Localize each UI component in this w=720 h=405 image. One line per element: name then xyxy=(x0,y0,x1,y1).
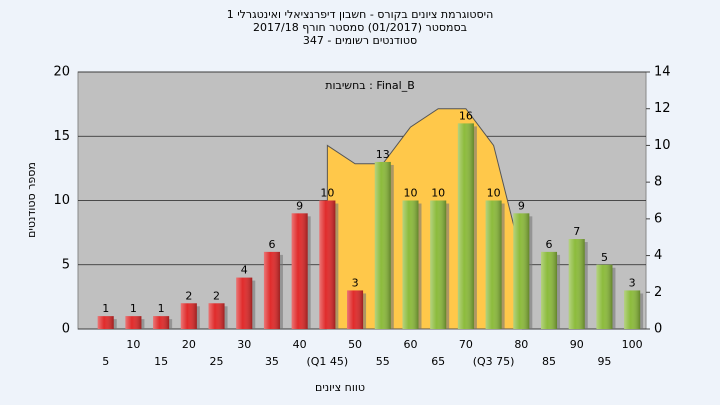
data-label: 1 xyxy=(130,302,137,315)
data-label: 6 xyxy=(546,238,553,251)
data-label: 5 xyxy=(601,251,608,264)
data-label: 10 xyxy=(487,187,501,200)
y2-tick-label: 2 xyxy=(654,285,662,300)
y2-tick-label: 10 xyxy=(654,138,671,153)
x-tick-label: 40 xyxy=(293,338,307,351)
x-tick-label: (Q3 75) xyxy=(473,355,515,368)
x-tick-label: 100 xyxy=(622,338,643,351)
data-label: 9 xyxy=(296,199,303,212)
y2-tick-label: 0 xyxy=(654,322,662,337)
x-tick-label: 20 xyxy=(182,338,196,351)
bar-shading xyxy=(568,239,585,329)
y2-tick-label: 12 xyxy=(654,101,671,116)
data-label: 6 xyxy=(268,238,275,251)
x-tick-label: 60 xyxy=(403,338,417,351)
bar-shading xyxy=(513,213,530,329)
data-label: 3 xyxy=(629,276,636,289)
data-label: 2 xyxy=(213,289,220,302)
bar-shading xyxy=(180,303,197,329)
data-label: 10 xyxy=(320,187,334,200)
y2-tick-label: 6 xyxy=(654,211,662,226)
x-tick-label: 25 xyxy=(210,355,224,368)
x-axis-label: טווח ציונים xyxy=(315,381,365,394)
data-label: 1 xyxy=(102,302,109,315)
bar-shading xyxy=(374,161,391,329)
y2-tick-label: 14 xyxy=(654,65,671,80)
y-tick-label: 20 xyxy=(53,65,70,80)
x-tick-label: 5 xyxy=(102,355,109,368)
y-tick-label: 0 xyxy=(62,322,70,337)
bar-shading xyxy=(541,251,558,329)
chart-subtitle: בסמסטר (01/2017) סמסטר חורף 2017/18 xyxy=(253,21,467,34)
bar-shading xyxy=(347,290,364,329)
annotation: בחשיבות : Final_B xyxy=(325,79,415,92)
x-tick-label: 95 xyxy=(597,355,611,368)
x-tick-label: 85 xyxy=(542,355,556,368)
bar-shading xyxy=(485,200,502,329)
x-tick-label: 15 xyxy=(154,355,168,368)
x-tick-label: (Q1 45) xyxy=(306,355,348,368)
y-tick-label: 10 xyxy=(53,193,70,208)
data-label: 16 xyxy=(459,109,473,122)
x-tick-label: 55 xyxy=(376,355,390,368)
data-label: 10 xyxy=(431,187,445,200)
y2-tick-label: 8 xyxy=(654,175,662,190)
x-tick-label: 35 xyxy=(265,355,279,368)
bar-shading xyxy=(263,251,280,329)
bar-shading xyxy=(125,316,142,329)
x-tick-label: 65 xyxy=(431,355,445,368)
bar-shading xyxy=(319,200,336,329)
y-tick-label: 5 xyxy=(62,257,70,272)
chart-title: היסטוגרמת ציונים בקורס - חשבון דיפרנציאל… xyxy=(227,8,494,21)
bar-shading xyxy=(457,123,474,330)
data-label: 3 xyxy=(352,276,359,289)
bar-shading xyxy=(624,290,641,329)
x-tick-label: 10 xyxy=(126,338,140,351)
data-label: 9 xyxy=(518,199,525,212)
data-label: 2 xyxy=(185,289,192,302)
bar-shading xyxy=(402,200,419,329)
data-label: 1 xyxy=(158,302,165,315)
bar-shading xyxy=(97,316,114,329)
data-label: 7 xyxy=(573,225,580,238)
bar-shading xyxy=(236,277,253,329)
y-axis-label: מספר סטודנטים xyxy=(25,162,38,238)
data-label: 10 xyxy=(403,187,417,200)
bar-shading xyxy=(153,316,170,329)
chart-subtitle: סטודנטים רשומים - 347 xyxy=(303,34,417,47)
x-tick-label: 30 xyxy=(237,338,251,351)
bar-shading xyxy=(430,200,447,329)
y-tick-label: 15 xyxy=(53,129,70,144)
x-tick-label: 70 xyxy=(459,338,473,351)
x-tick-label: 50 xyxy=(348,338,362,351)
y2-tick-label: 4 xyxy=(654,248,662,263)
bar-shading xyxy=(291,213,308,329)
bar-shading xyxy=(596,264,613,329)
x-tick-label: 90 xyxy=(570,338,584,351)
bar-shading xyxy=(208,303,225,329)
data-label: 4 xyxy=(241,264,248,277)
data-label: 13 xyxy=(376,148,390,161)
x-tick-label: 80 xyxy=(514,338,528,351)
